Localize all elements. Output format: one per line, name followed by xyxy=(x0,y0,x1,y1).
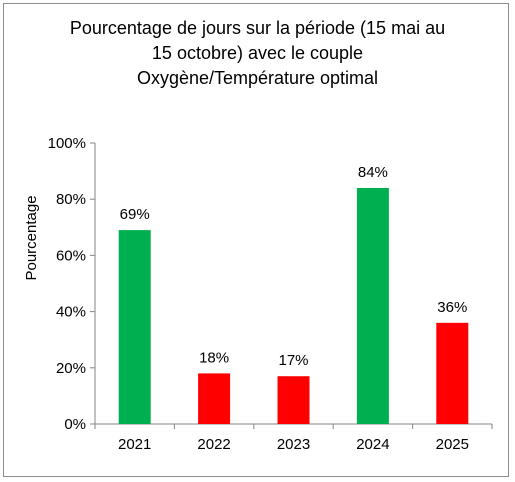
chart-frame xyxy=(3,3,509,477)
bar-2023 xyxy=(277,376,310,424)
x-tick-label-2021: 2021 xyxy=(118,436,151,453)
y-tick-label: 60% xyxy=(56,247,86,264)
x-tick-label-2023: 2023 xyxy=(277,436,310,453)
bar-2022 xyxy=(198,373,231,424)
y-tick-label: 0% xyxy=(64,416,86,433)
y-tick-label: 40% xyxy=(56,304,86,321)
data-label-2022: 18% xyxy=(199,349,229,366)
data-label-2023: 17% xyxy=(278,352,308,369)
data-label-2025: 36% xyxy=(437,299,467,316)
y-axis-label: Pourcentage xyxy=(23,195,40,280)
x-tick-label-2024: 2024 xyxy=(356,436,389,453)
chart-title-line-1: Pourcentage de jours sur la période (15 … xyxy=(69,18,446,38)
chart-title-line-2: 15 octobre) avec le couple xyxy=(151,43,364,63)
bar-2024 xyxy=(356,187,389,424)
bar-2025 xyxy=(436,322,469,424)
y-tick-label: 80% xyxy=(56,191,86,208)
y-tick-label: 100% xyxy=(48,135,86,152)
chart-title-line-3: Oxygène/Température optimal xyxy=(136,68,379,88)
y-tick-label: 20% xyxy=(56,360,86,377)
chart-title: Pourcentage de jours sur la période (15 … xyxy=(0,16,515,91)
bars xyxy=(118,187,469,424)
axes: 0% 20% 40% 60% 80% 100% xyxy=(48,135,493,433)
value-labels: 69% 2021 18% 2022 17% 2023 84% 2024 36% 2025 xyxy=(118,164,469,453)
data-label-2021: 69% xyxy=(120,206,150,223)
x-tick-label-2022: 2022 xyxy=(197,436,230,453)
data-label-2024: 84% xyxy=(358,164,388,181)
x-tick-label-2025: 2025 xyxy=(436,436,469,453)
bar-2021 xyxy=(118,230,151,424)
